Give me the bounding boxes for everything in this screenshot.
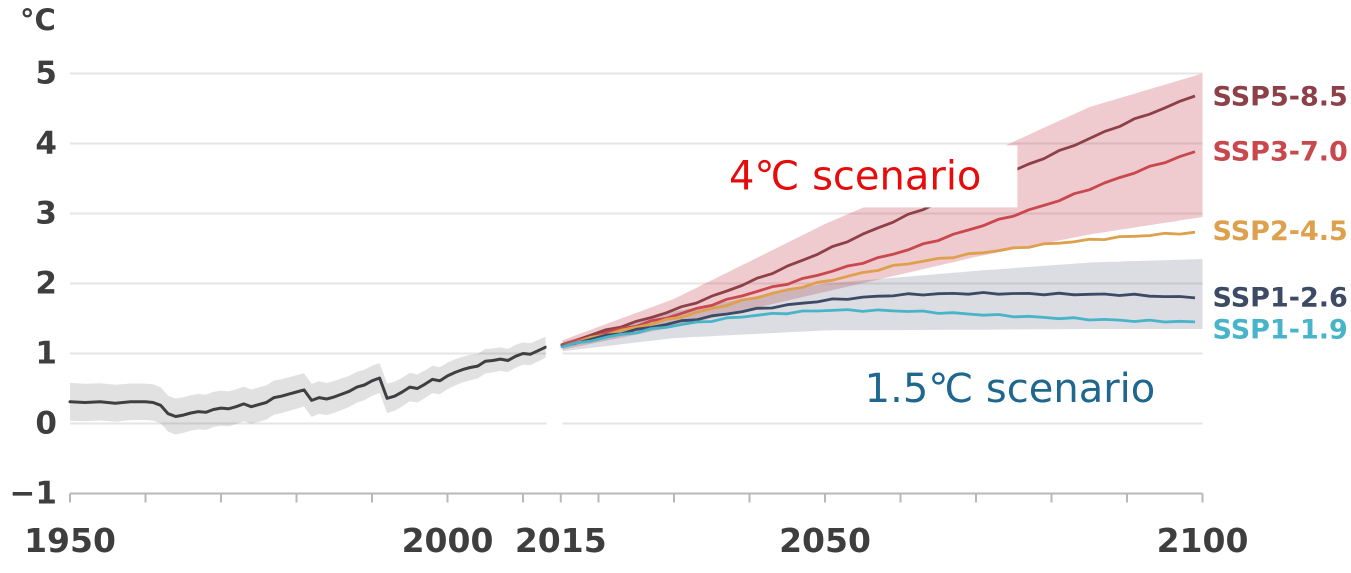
ssp2-4.5-line [560, 230, 1196, 348]
y-tick-label-3: 3 [35, 196, 57, 232]
x-tick-label-2015: 2015 [515, 521, 607, 560]
history-projection-gap [546, 315, 563, 430]
annotation-bg-0 [692, 145, 1018, 208]
ssp5-8.5-line [560, 94, 1196, 347]
observed-warming-line [68, 345, 548, 418]
scenario-label-ssp1-2.6: SSP1-2.6 [1213, 283, 1348, 314]
scenario-label-ssp1-1.9: SSP1-1.9 [1213, 315, 1348, 346]
y-tick-label-5: 5 [35, 56, 57, 92]
low-emissions-range-band [560, 259, 1203, 352]
y-tick-label--1: −1 [9, 476, 57, 512]
annotation-text-1: 1.5℃ scenario [865, 366, 1156, 412]
x-tick-label-2000: 2000 [402, 521, 494, 560]
observed-uncertainty-band [70, 336, 546, 435]
ssp1-2.6-line [560, 291, 1196, 348]
high-emissions-range-band [560, 73, 1203, 350]
y-tick-label-0: 0 [35, 406, 57, 442]
scenario-label-ssp5-8.5: SSP5-8.5 [1213, 82, 1348, 113]
y-tick-label-2: 2 [35, 266, 57, 302]
scenario-label-ssp2-4.5: SSP2-4.5 [1213, 216, 1348, 247]
y-tick-label-4: 4 [35, 126, 57, 162]
ssp1-1.9-line [560, 308, 1196, 349]
annotation-text-0: 4℃ scenario [729, 153, 981, 199]
annotation-bg-1 [828, 358, 1192, 421]
x-tick-label-2100: 2100 [1157, 521, 1249, 560]
y-axis-unit-label: °C [20, 3, 56, 37]
x-tick-label-2050: 2050 [779, 521, 871, 560]
y-tick-label-1: 1 [35, 336, 57, 372]
x-tick-label-1950: 1950 [24, 521, 116, 560]
scenario-label-ssp3-7.0: SSP3-7.0 [1213, 137, 1348, 168]
